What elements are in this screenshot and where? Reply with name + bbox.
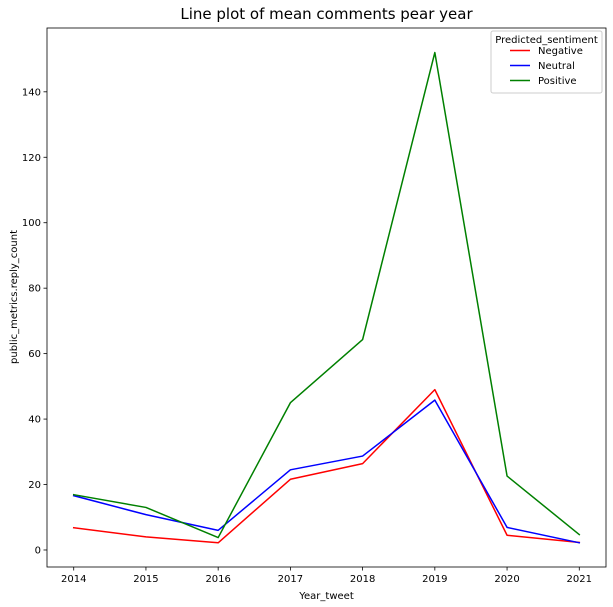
y-tick-label: 100: [22, 218, 41, 229]
legend: Predicted_sentiment Negative Neutral Posit…: [490, 30, 603, 94]
chart-title: Line plot of mean comments pear year: [180, 5, 473, 23]
plot-frame: [46, 27, 607, 568]
x-axis-ticks: 2014 2015 2016 2017 2018 2019 2020 2021: [61, 567, 592, 585]
y-tick-label: 120: [22, 153, 41, 164]
x-tick-label: 2021: [567, 574, 592, 585]
x-tick-label: 2017: [278, 574, 303, 585]
x-tick-label: 2020: [494, 574, 519, 585]
legend-label-negative: Negative: [538, 46, 583, 57]
x-tick-label: 2019: [422, 574, 447, 585]
y-axis-label: public_metrics.reply_count: [9, 230, 20, 364]
legend-box: [490, 30, 603, 94]
y-tick-label: 60: [28, 349, 41, 360]
y-axis-ticks: 0 20 40 60 80 100 120 140: [22, 87, 47, 556]
x-tick-label: 2014: [61, 574, 86, 585]
y-tick-label: 80: [28, 284, 41, 295]
series-line-negative: [72, 388, 581, 544]
legend-title: Predicted_sentiment: [495, 35, 598, 46]
x-tick-label: 2018: [350, 574, 375, 585]
y-tick-label: 0: [35, 545, 41, 556]
series-line-neutral: [72, 399, 581, 544]
legend-label-neutral: Neutral: [538, 61, 575, 72]
x-tick-label: 2016: [205, 574, 230, 585]
y-tick-label: 20: [28, 480, 41, 491]
legend-label-positive: Positive: [538, 76, 577, 87]
x-tick-label: 2015: [133, 574, 158, 585]
x-axis-label: Year_tweet: [298, 591, 354, 602]
y-tick-label: 140: [22, 87, 41, 98]
series-line-positive: [72, 51, 581, 539]
plot-lines: [72, 51, 581, 544]
y-tick-label: 40: [28, 415, 41, 426]
